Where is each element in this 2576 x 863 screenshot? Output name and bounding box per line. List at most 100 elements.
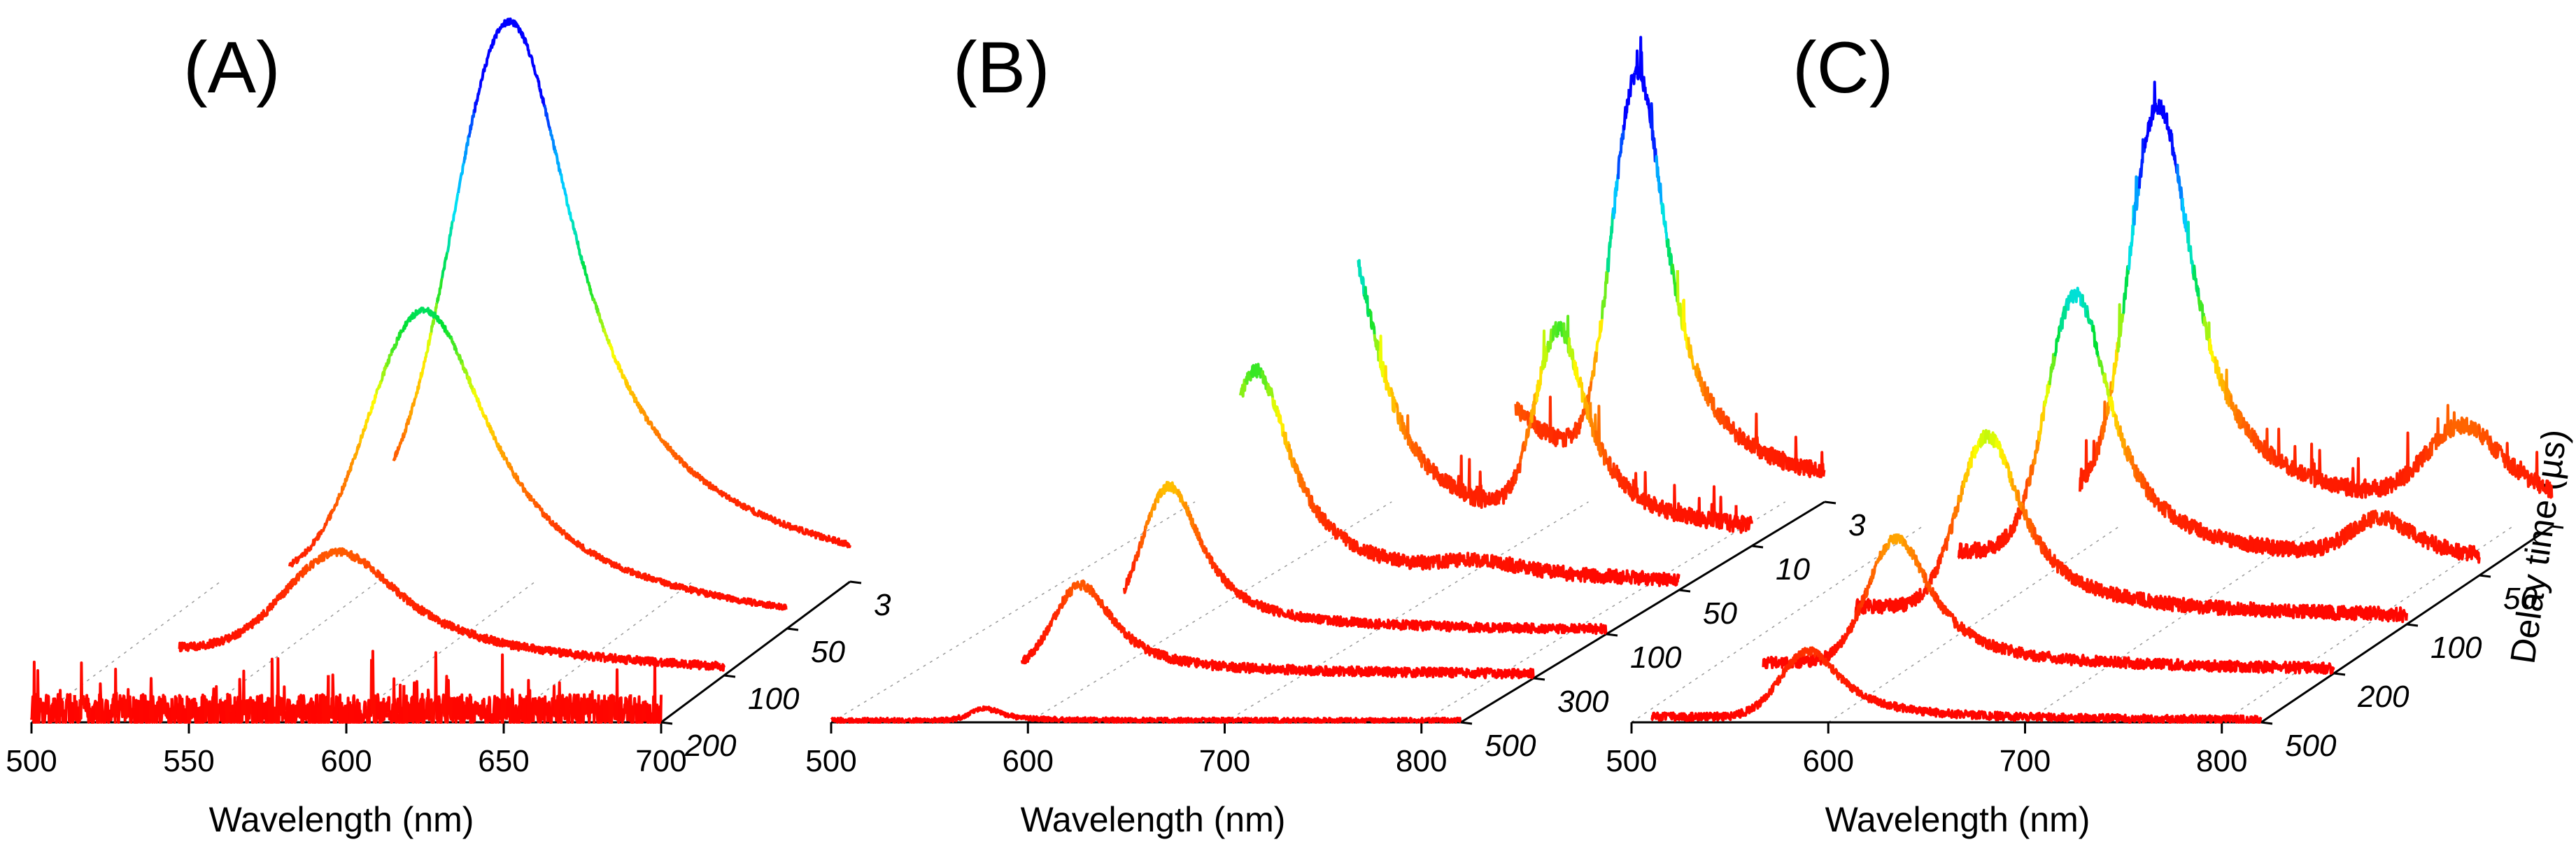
series-segment [534, 645, 543, 655]
series-segment [1444, 552, 1452, 569]
series-segment [1056, 716, 1065, 724]
series-segment [1441, 620, 1450, 633]
series-segment [2097, 713, 2106, 724]
series-segment [1328, 666, 1337, 678]
series-segment [1983, 540, 1992, 558]
series-segment [2156, 594, 2165, 610]
series-segment [2134, 657, 2143, 671]
series-segment [299, 548, 307, 559]
series-segment [693, 587, 702, 596]
series-segment [2086, 656, 2094, 668]
series-segment [390, 336, 399, 353]
series-segment [1795, 458, 1804, 476]
series-segment [1210, 659, 1218, 672]
series-segment [635, 400, 644, 414]
series-segment [494, 696, 502, 724]
series-segment [1310, 717, 1319, 724]
series-segment [1611, 568, 1620, 585]
series-segment [2100, 400, 2109, 440]
series-segment [404, 595, 413, 607]
series-segment [348, 457, 355, 473]
series-segment [1379, 548, 1388, 563]
series-segment [2388, 512, 2397, 530]
series-segment [221, 634, 229, 646]
series-segment [1255, 363, 1263, 379]
series-segment [1268, 604, 1277, 617]
series-segment [1736, 427, 1744, 446]
series-segment [2372, 510, 2381, 526]
series-segment [1725, 711, 1734, 722]
series-segment [526, 491, 534, 502]
series-segment [329, 547, 338, 556]
series-segment [2151, 488, 2159, 508]
series-segment [707, 661, 716, 671]
series-segment [1772, 656, 1781, 669]
series-segment [2340, 526, 2349, 545]
series-segment [1810, 654, 1819, 666]
series-segment [302, 563, 310, 576]
series-segment [1806, 459, 1814, 479]
series-segment [2016, 489, 2025, 512]
series-segment [397, 432, 406, 449]
series-segment [1137, 716, 1145, 724]
series-segment [688, 585, 696, 594]
series-segment [894, 717, 903, 724]
series-segment [510, 688, 518, 724]
series-segment [1671, 573, 1679, 587]
series-segment [2010, 647, 2018, 659]
series-segment [564, 693, 573, 724]
series-segment [1617, 125, 1625, 179]
series-segment [1660, 711, 1669, 721]
depth-axis-line [660, 580, 851, 724]
series-segment [1697, 496, 1706, 528]
series-segment [2086, 309, 2094, 332]
series-segment [295, 694, 303, 722]
series-segment [1704, 711, 1712, 722]
series-segment [418, 307, 426, 314]
series-segment [570, 219, 579, 243]
series-segment [1394, 402, 1403, 432]
series-segment [1984, 711, 1993, 721]
series-segment [1511, 622, 1520, 634]
series-segment [2167, 504, 2176, 525]
series-segment [696, 659, 705, 671]
series-segment [1431, 666, 1439, 679]
series-segment [490, 636, 500, 647]
series-segment [2248, 661, 2256, 673]
series-segment [2143, 117, 2152, 149]
series-segment [997, 709, 1005, 716]
series-line-10 [1357, 259, 1753, 534]
series-segment [1117, 622, 1126, 636]
series-segment [1999, 642, 2008, 655]
series-segment [1026, 648, 1035, 664]
x-tick-label: 700 [1199, 744, 1250, 778]
series-segment [2188, 518, 2198, 534]
series-segment [472, 388, 480, 403]
series-segment [235, 678, 243, 724]
series-segment [57, 689, 66, 724]
series-segment [1096, 595, 1105, 608]
series-segment [385, 349, 394, 367]
series-segment [1336, 528, 1345, 540]
series-segment [1665, 238, 1674, 275]
series-segment [2102, 587, 2111, 600]
series-line-200 [30, 650, 663, 724]
series-segment [320, 519, 329, 533]
series-segment [1389, 552, 1399, 567]
series-segment [227, 631, 235, 644]
series-segment [1513, 463, 1522, 484]
series-segment [2284, 456, 2292, 476]
series-segment [406, 311, 416, 323]
depth-tick-label: 10 [1776, 552, 1810, 587]
series-segment [575, 693, 583, 724]
series-segment [2095, 428, 2103, 461]
series-segment [251, 695, 260, 724]
series-segment [1713, 511, 1722, 530]
depth-gridline [1827, 526, 2120, 723]
series-segment [1600, 571, 1609, 584]
series-segment [682, 584, 691, 593]
series-segment [1296, 666, 1304, 676]
series-segment [2270, 539, 2278, 557]
series-segment [2272, 428, 2281, 468]
series-segment [1164, 717, 1173, 724]
